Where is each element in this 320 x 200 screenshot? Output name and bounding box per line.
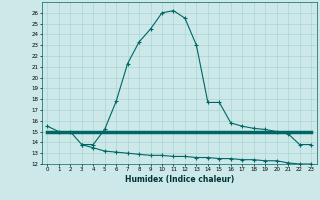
X-axis label: Humidex (Indice chaleur): Humidex (Indice chaleur) (124, 175, 234, 184)
